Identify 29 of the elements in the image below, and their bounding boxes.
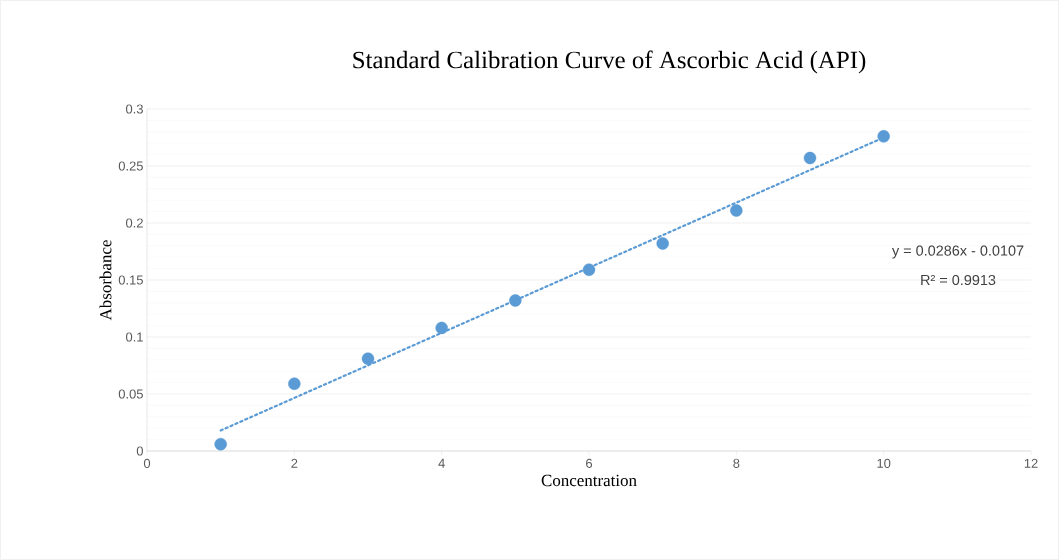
x-tick-label: 8 [733, 458, 740, 468]
y-tick-label: 0.05 [118, 389, 143, 399]
x-tick-label: 12 [1024, 458, 1038, 468]
x-tick-label: 4 [438, 458, 445, 468]
y-tick-label: 0.25 [118, 161, 143, 171]
point [509, 294, 522, 307]
point [656, 237, 669, 250]
y-tick-label: 0.3 [125, 104, 143, 114]
annotation: R² = 0.9913 [921, 274, 996, 286]
x-tick-label: 2 [291, 458, 298, 468]
y-tick-label: 0.15 [118, 275, 143, 285]
y-tick-label: 0.1 [125, 332, 143, 342]
x-tick-label: 6 [586, 458, 593, 468]
point [435, 321, 448, 335]
chart-title: Standard Calibration Curve of Ascorbic Acid (API) [353, 50, 866, 74]
y-tick-label: 0 [136, 446, 143, 456]
point [730, 204, 743, 217]
point [288, 377, 301, 390]
point [877, 130, 890, 143]
point [803, 151, 817, 165]
point [361, 352, 375, 365]
x-axis-title: Concentration [541, 474, 637, 487]
x-tick-label: 10 [877, 458, 891, 468]
point [214, 437, 227, 451]
y-tick-label: 0.2 [125, 218, 143, 228]
x-tick-label: 0 [143, 458, 151, 468]
annotation: y = 0.0286x - 0.0107 [891, 245, 1024, 259]
point [582, 263, 596, 276]
y-axis-title: Absorbance [99, 240, 112, 321]
